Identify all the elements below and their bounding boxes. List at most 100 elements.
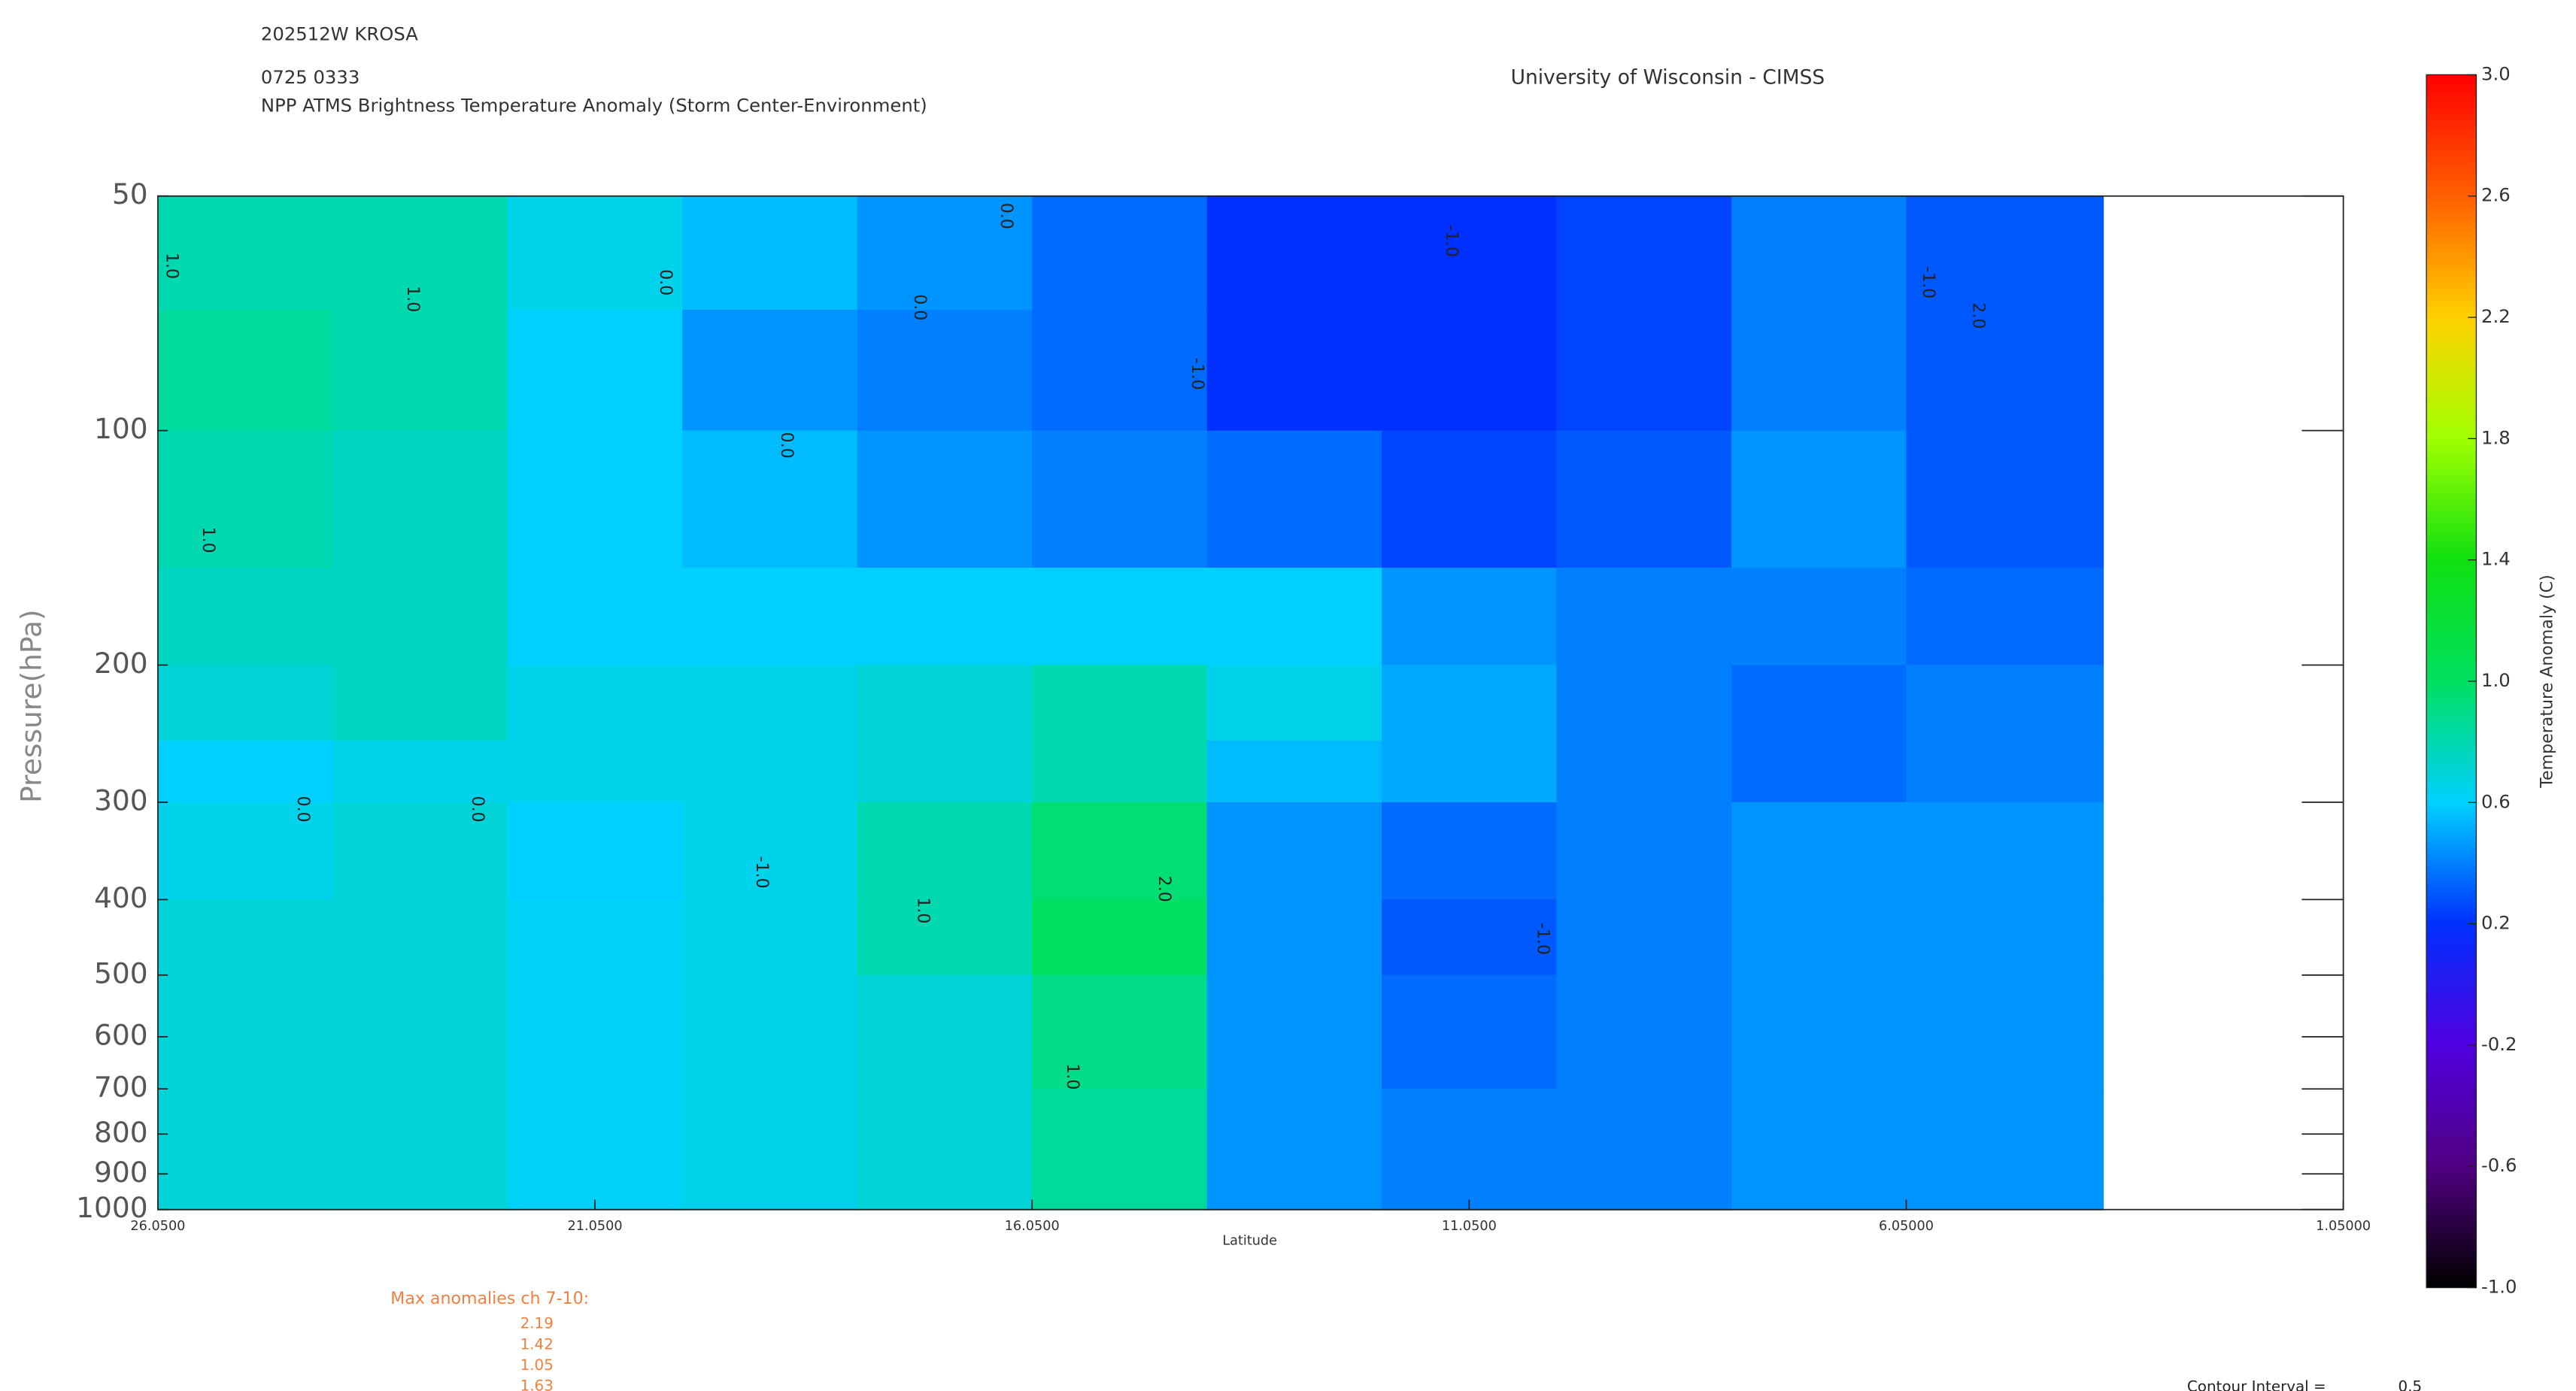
contour-cell bbox=[1906, 974, 2104, 1090]
contour-cell bbox=[682, 568, 858, 666]
contour-interval-label: Contour Interval = bbox=[2187, 1378, 2326, 1391]
contour-label: 1.0 bbox=[199, 527, 218, 553]
contour-cell bbox=[1032, 665, 1208, 742]
contour-cell bbox=[1382, 310, 1558, 432]
storm-id: 202512W KROSA bbox=[261, 23, 418, 44]
y-tick-label: 50 bbox=[112, 177, 148, 211]
colorbar-tick-label: 3.0 bbox=[2481, 62, 2511, 84]
colorbar-tick-label: 1.8 bbox=[2481, 426, 2511, 448]
colorbar-tick-label: 2.6 bbox=[2481, 184, 2511, 206]
contour-label: 2.0 bbox=[1154, 876, 1174, 902]
contour-cell bbox=[1556, 1089, 1733, 1211]
contour-label: 0.0 bbox=[656, 269, 675, 295]
y-tick-label: 600 bbox=[94, 1018, 148, 1051]
contour-cell bbox=[157, 802, 334, 901]
contour-cell bbox=[1906, 430, 2104, 569]
contour-cell bbox=[857, 740, 1033, 804]
x-tick-label: 6.05000 bbox=[1879, 1219, 1934, 1234]
contour-cell bbox=[1556, 310, 1733, 432]
contour-cell bbox=[1032, 899, 1208, 976]
contour-cell bbox=[1556, 740, 1733, 804]
colorbar-tick-label: 2.2 bbox=[2481, 305, 2511, 327]
contour-cell bbox=[1206, 740, 1383, 804]
contour-cell bbox=[507, 740, 684, 804]
contour-cell bbox=[332, 1089, 508, 1211]
contour-label: 1.0 bbox=[1063, 1063, 1082, 1089]
contour-cell bbox=[857, 665, 1033, 742]
contour-cell bbox=[1382, 665, 1558, 742]
contour-cell bbox=[1382, 568, 1558, 666]
contour-label: -1.0 bbox=[1919, 266, 1938, 299]
max-anomaly: 2.19 bbox=[520, 1315, 554, 1332]
contour-cell bbox=[157, 430, 334, 569]
y-tick-label: 300 bbox=[94, 783, 148, 817]
y-tick-label: 400 bbox=[94, 881, 148, 914]
contour-label: 0.0 bbox=[910, 294, 930, 320]
contour-cell bbox=[1032, 195, 1208, 311]
contour-cell bbox=[332, 974, 508, 1090]
colorbar-tick-label: -1.0 bbox=[2481, 1276, 2517, 1298]
contour-cell bbox=[507, 1089, 684, 1211]
max-anomaly: 1.42 bbox=[520, 1335, 554, 1353]
y-tick-label: 100 bbox=[94, 412, 148, 445]
contour-cell bbox=[332, 195, 508, 311]
contour-cell bbox=[682, 1089, 858, 1211]
colorbar-tick-label: 1.0 bbox=[2481, 669, 2511, 691]
contour-cell bbox=[1032, 310, 1208, 432]
contour-cell bbox=[857, 802, 1033, 901]
contour-cell bbox=[1206, 430, 1383, 569]
colorbar-tick-label: 0.6 bbox=[2481, 790, 2511, 812]
contour-cell bbox=[1906, 1089, 2104, 1211]
x-axis-label: Latitude bbox=[1222, 1234, 1277, 1249]
contour-cell bbox=[682, 665, 858, 742]
contour-cell bbox=[1906, 740, 2104, 804]
contour-label: 1.0 bbox=[162, 253, 182, 279]
contour-cell bbox=[157, 568, 334, 666]
time: 0725 0333 bbox=[261, 66, 360, 88]
contour-label: 2.0 bbox=[1969, 302, 1989, 329]
contour-cell bbox=[1032, 568, 1208, 666]
contour-cell bbox=[1032, 740, 1208, 804]
contour-label: 0.0 bbox=[468, 796, 487, 823]
plot-frame bbox=[157, 195, 2344, 1211]
contour-cell bbox=[1556, 899, 1733, 976]
contour-cell bbox=[857, 568, 1033, 666]
contour-cell bbox=[1206, 665, 1383, 742]
contour-cell bbox=[332, 568, 508, 666]
contour-cell bbox=[1731, 974, 1907, 1090]
colorbar-label: Temperature Anomaly (C) bbox=[2537, 574, 2556, 788]
contour-cell bbox=[1556, 665, 1733, 742]
contour-label: 0.0 bbox=[997, 203, 1016, 229]
x-tick-label: 26.0500 bbox=[130, 1219, 185, 1234]
contour-label: 1.0 bbox=[913, 897, 933, 923]
contour-cell bbox=[682, 310, 858, 432]
contour-label: -1.0 bbox=[1442, 225, 1461, 257]
contour-cell bbox=[157, 740, 334, 804]
contour-cell bbox=[1556, 802, 1733, 901]
contour-cell bbox=[157, 195, 334, 311]
contour-cell bbox=[857, 1089, 1033, 1211]
contour-label: -1.0 bbox=[752, 856, 772, 889]
contour-cell bbox=[682, 899, 858, 976]
contour-label: -1.0 bbox=[1534, 923, 1553, 955]
colorbar-tick-label: 1.4 bbox=[2481, 548, 2511, 570]
x-tick-label: 1.05000 bbox=[2316, 1219, 2371, 1234]
contour-cell bbox=[157, 665, 334, 742]
colorbar-tick-label: 0.2 bbox=[2481, 912, 2511, 934]
y-tick-label: 200 bbox=[94, 647, 148, 680]
contour-cell bbox=[157, 1089, 334, 1211]
contour-cell bbox=[1731, 665, 1907, 742]
x-tick-label: 21.0500 bbox=[568, 1219, 623, 1234]
contour-cell bbox=[332, 310, 508, 432]
contour-cell bbox=[1556, 195, 1733, 311]
max-anomalies-label: Max anomalies ch 7-10: bbox=[390, 1289, 589, 1308]
x-tick-label: 16.0500 bbox=[1005, 1219, 1060, 1234]
contour-cell bbox=[332, 665, 508, 742]
chart-title: NPP ATMS Brightness Temperature Anomaly … bbox=[261, 94, 927, 116]
contour-cell bbox=[857, 974, 1033, 1090]
contour-cell bbox=[857, 195, 1033, 311]
contour-cell bbox=[507, 195, 684, 311]
contour-cell bbox=[1906, 802, 2104, 901]
contour-label: 1.0 bbox=[403, 286, 423, 312]
contour-cell bbox=[1382, 740, 1558, 804]
